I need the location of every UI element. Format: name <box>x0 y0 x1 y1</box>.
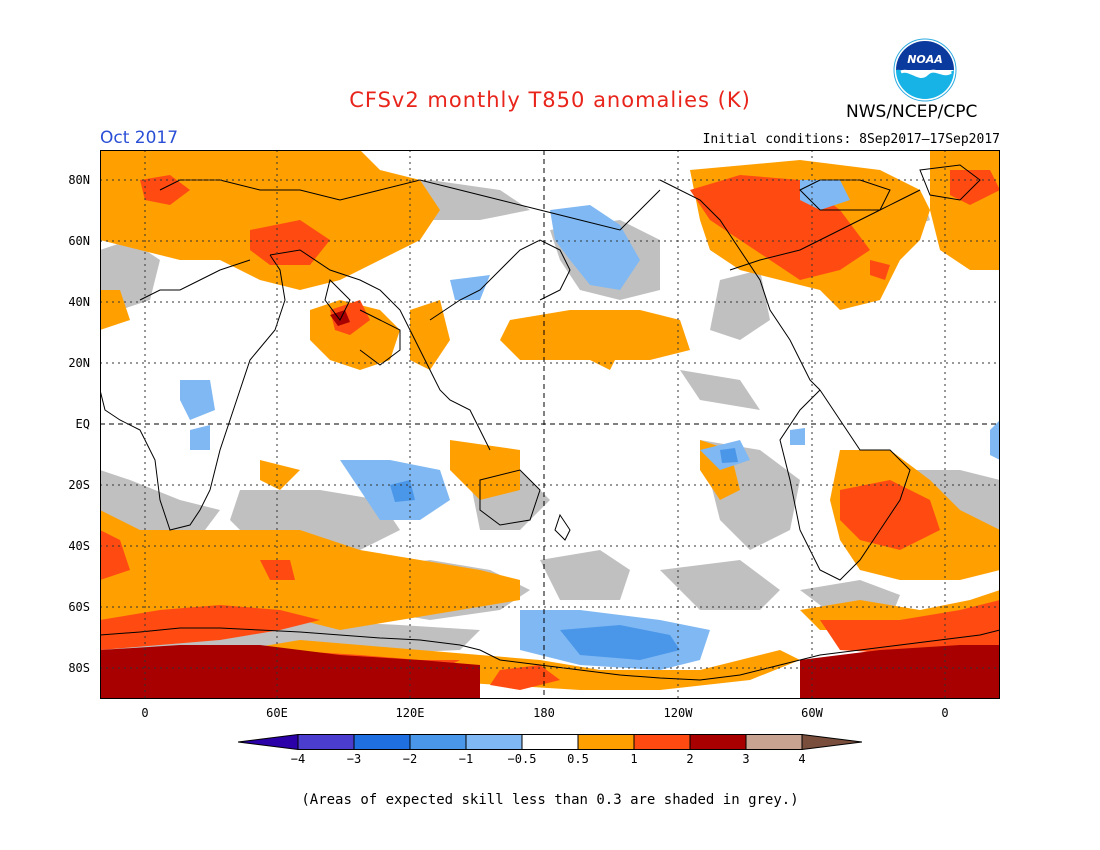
colorbar-swatch <box>297 734 355 750</box>
colorbar-high-triangle <box>801 734 862 750</box>
noaa-logo: NOAA <box>893 38 957 102</box>
initial-conditions: Initial conditions: 8Sep2017–17Sep2017 <box>702 132 1000 147</box>
colorbar-tick-label: −1 <box>458 752 474 766</box>
colorbar-tick-label: 1 <box>630 752 638 766</box>
lon-label-60w: 60W <box>801 706 823 720</box>
colorbar-tick-label: 0.5 <box>567 752 589 766</box>
colorbar-swatch <box>745 734 803 750</box>
colorbar-swatch <box>633 734 691 750</box>
colorbar-swatch <box>577 734 635 750</box>
skill-footnote: (Areas of expected skill less than 0.3 a… <box>301 792 799 808</box>
forecast-month: Oct 2017 <box>100 128 179 148</box>
logo-text: NOAA <box>907 53 943 66</box>
lon-label-120w: 120W <box>663 706 693 720</box>
lat-label-eq: EQ <box>75 417 90 431</box>
warm-anomaly-darkred <box>100 310 1000 699</box>
lat-label-20n: 20N <box>68 356 90 370</box>
colorbar-tick-label: 4 <box>798 752 806 766</box>
lat-label-60s: 60S <box>68 600 90 614</box>
lon-label-180: 180 <box>533 706 555 720</box>
lat-label-20s: 20S <box>68 478 90 492</box>
colorbar-swatch <box>353 734 411 750</box>
agency-label: NWS/NCEP/CPC <box>846 102 978 122</box>
lat-label-40s: 40S <box>68 539 90 553</box>
lat-label-40n: 40N <box>68 295 90 309</box>
equator-dateline <box>100 150 1000 699</box>
colorbar-tick-label: 2 <box>686 752 694 766</box>
colorbar-tick-label: −4 <box>290 752 306 766</box>
lat-lon-grid <box>100 150 1000 699</box>
lon-label-0: 0 <box>141 706 149 720</box>
lon-label-60e: 60E <box>266 706 288 720</box>
colorbar-tick-label: 3 <box>742 752 750 766</box>
lon-label-120e: 120E <box>395 706 425 720</box>
cold-anomaly-blue <box>390 448 738 660</box>
lat-label-80s: 80S <box>68 661 90 675</box>
colorbar-tick-label: −2 <box>402 752 418 766</box>
lon-label-0-right: 0 <box>941 706 949 720</box>
colorbar-swatches <box>238 734 862 750</box>
colorbar <box>238 734 862 750</box>
colorbar-swatch <box>521 734 579 750</box>
lat-label-60n: 60N <box>68 234 90 248</box>
lat-label-80n: 80N <box>68 173 90 187</box>
colorbar-swatch <box>689 734 747 750</box>
anomaly-map <box>100 150 1000 699</box>
chart-title: CFSv2 monthly T850 anomalies (K) <box>349 88 751 112</box>
colorbar-swatch <box>465 734 523 750</box>
colorbar-low-triangle <box>238 734 299 750</box>
colorbar-tick-label: −3 <box>346 752 362 766</box>
colorbar-tick-label: −0.5 <box>507 752 537 766</box>
colorbar-swatch <box>409 734 467 750</box>
